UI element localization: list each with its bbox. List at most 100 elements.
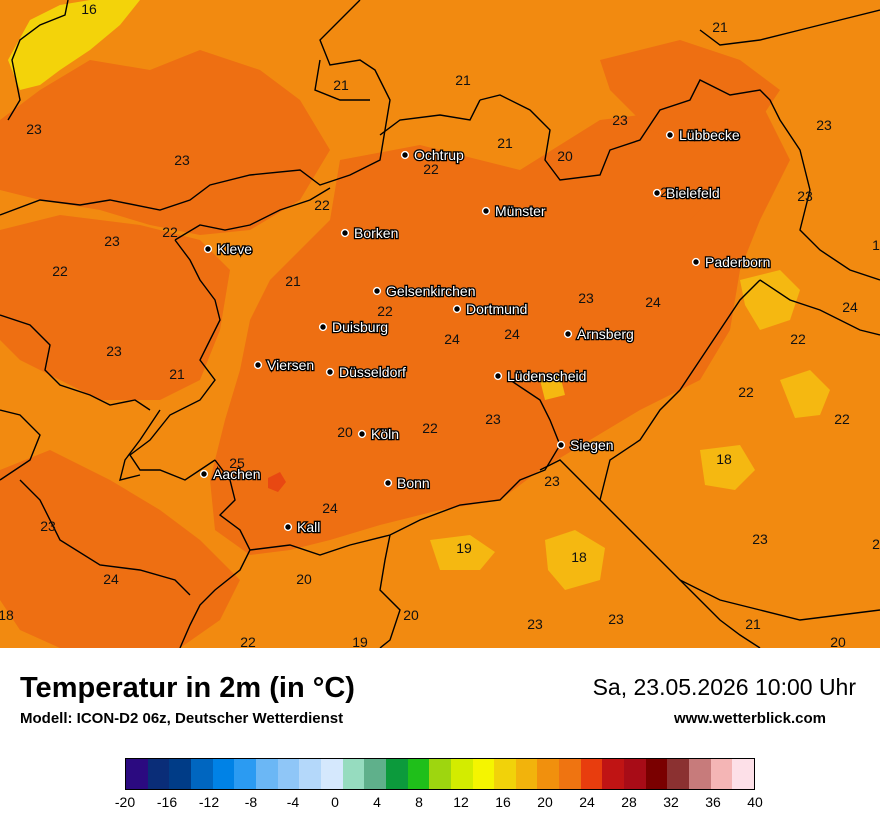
legend-swatch <box>407 759 430 789</box>
temperature-value: 19 <box>456 540 472 556</box>
legend-tick: 4 <box>373 794 381 810</box>
city-dot <box>556 440 566 450</box>
temperature-value: 23 <box>660 184 676 200</box>
city-label: Lübbecke <box>679 127 740 143</box>
legend-swatch <box>602 759 625 789</box>
color-legend <box>125 758 755 790</box>
city-label: Arnsberg <box>577 326 634 342</box>
temperature-value: 20 <box>403 607 419 623</box>
city-label: Dortmund <box>466 301 527 317</box>
legend-swatch <box>559 759 581 789</box>
legend-swatch <box>515 759 538 789</box>
city-kall: Kall <box>283 518 322 536</box>
hot-spot <box>268 472 286 492</box>
legend-tick: -4 <box>286 794 300 810</box>
legend-swatch <box>126 759 148 789</box>
cool-regions <box>8 0 830 590</box>
city-dot <box>203 244 213 254</box>
city-dot <box>383 478 393 488</box>
city-label: Köln <box>371 426 399 442</box>
legend-tick: 0 <box>331 794 339 810</box>
city-dot <box>563 329 573 339</box>
temperature-value: 22 <box>314 197 330 213</box>
city-duisburg: Duisburg <box>318 318 389 336</box>
city-dot <box>665 130 675 140</box>
temperature-value: 23 <box>174 152 190 168</box>
legend-swatch <box>494 759 516 789</box>
city-dot <box>318 322 328 332</box>
city-münster: Münster <box>481 202 547 220</box>
map-footer: Temperatur in 2m (in °C) Modell: ICON-D2… <box>0 648 880 830</box>
city-label: Lüdenscheid <box>507 368 586 384</box>
temperature-value: 21 <box>712 19 728 35</box>
legend-tick: 20 <box>537 794 553 810</box>
city-dot <box>400 150 410 160</box>
city-dot <box>372 286 382 296</box>
legend-swatch <box>190 759 213 789</box>
city-gelsenkirchen: Gelsenkirchen <box>372 282 477 300</box>
city-bonn: Bonn <box>383 474 431 492</box>
legend-swatch <box>624 759 646 789</box>
temperature-value: 23 <box>752 531 768 547</box>
temperature-value: 21 <box>333 77 349 93</box>
temperature-value: 22 <box>834 411 850 427</box>
legend-swatch <box>537 759 560 789</box>
legend-swatch <box>732 759 755 789</box>
legend-swatch <box>364 759 386 789</box>
temperature-value: 18 <box>716 451 732 467</box>
temperature-value: 20 <box>337 424 353 440</box>
city-label: Münster <box>495 203 546 219</box>
legend-swatch <box>255 759 278 789</box>
website-link[interactable]: www.wetterblick.com <box>674 710 826 727</box>
temperature-value: 22 <box>162 224 178 240</box>
temperature-value: 2 <box>872 536 880 552</box>
legend-tick: 40 <box>747 794 763 810</box>
temperature-value: 24 <box>103 571 119 587</box>
legend-swatch <box>212 759 235 789</box>
legend-tick: 24 <box>579 794 595 810</box>
city-markers: Lübbecke Ochtrup Bielefeld Münster Borken Kle… <box>199 126 772 536</box>
legend-swatch <box>385 759 408 789</box>
temperature-value: 20 <box>557 148 573 164</box>
temperature-value: 23 <box>578 290 594 306</box>
city-label: Bonn <box>397 475 430 491</box>
city-kleve: Kleve <box>203 240 254 258</box>
temperature-value: 23 <box>612 112 628 128</box>
city-label: Aachen <box>213 466 260 482</box>
legend-tick: 32 <box>663 794 679 810</box>
legend-swatch <box>234 759 256 789</box>
legend-swatch <box>429 759 451 789</box>
city-dortmund: Dortmund <box>452 300 529 318</box>
temperature-value: 21 <box>497 135 513 151</box>
temperature-value: 24 <box>322 500 338 516</box>
city-dot <box>493 371 503 381</box>
city-lüdenscheid: Lüdenscheid <box>493 367 588 385</box>
city-aachen: Aachen <box>199 465 262 483</box>
legend-swatch <box>342 759 365 789</box>
legend-swatch <box>689 759 711 789</box>
temperature-value: 21 <box>745 616 761 632</box>
temperature-value: 23 <box>816 117 832 133</box>
temperature-value: 20 <box>830 634 846 648</box>
city-borken: Borken <box>340 224 400 242</box>
city-dot <box>357 429 367 439</box>
temperature-value: 23 <box>104 233 120 249</box>
temperature-value: 22 <box>423 161 439 177</box>
legend-tick: 36 <box>705 794 721 810</box>
city-bielefeld: Bielefeld <box>652 184 721 202</box>
legend-tick: 8 <box>415 794 423 810</box>
temperature-value: 18 <box>571 549 587 565</box>
model-source: Modell: ICON-D2 06z, Deutscher Wetterdie… <box>20 710 344 727</box>
city-ochtrup: Ochtrup <box>400 146 465 164</box>
temperature-value: 23 <box>26 121 42 137</box>
city-label: Duisburg <box>332 319 388 335</box>
legend-ticks: -20 -16 -12 -8 -4 0 4 8 12 16 20 24 28 32 36 40 <box>115 794 763 814</box>
temperature-value: 24 <box>842 299 858 315</box>
temperature-value: 21 <box>285 273 301 289</box>
temperature-value: 20 <box>296 571 312 587</box>
city-arnsberg: Arnsberg <box>563 325 635 343</box>
city-label: Ochtrup <box>414 147 464 163</box>
temperature-value: 22 <box>422 420 438 436</box>
legend-swatch <box>710 759 733 789</box>
city-label: Bielefeld <box>666 185 720 201</box>
